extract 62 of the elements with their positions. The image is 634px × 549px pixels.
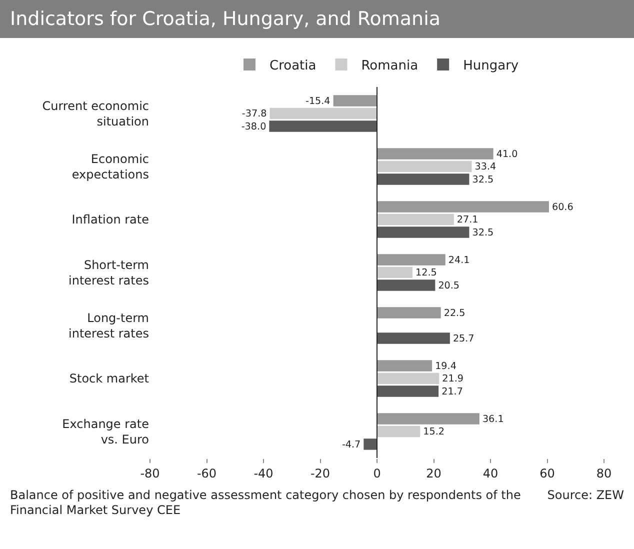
x-tick-label: -40 [254, 466, 274, 480]
bar [333, 95, 377, 106]
bar [377, 386, 439, 397]
x-tick-label: 80 [596, 466, 612, 480]
data-label: -4.7 [342, 439, 361, 450]
data-label: 36.1 [482, 414, 504, 425]
data-label: 41.0 [496, 148, 518, 160]
data-label: -37.8 [242, 108, 267, 120]
y-tick-label: Current economic situation [42, 98, 149, 128]
data-label: 20.5 [438, 280, 460, 292]
y-tick-label: Economic expectations [72, 152, 149, 182]
data-label: -15.4 [305, 96, 330, 107]
x-tick-label: -80 [140, 466, 160, 480]
y-tick-label: Short-term interest rates [68, 258, 149, 288]
bar [377, 160, 472, 172]
data-label: 22.5 [444, 308, 466, 319]
bar [377, 280, 436, 291]
legend-label: Hungary [463, 58, 519, 74]
data-label: 21.7 [442, 386, 463, 398]
data-label: 32.5 [472, 174, 494, 186]
data-label: 12.5 [415, 268, 437, 279]
bar [270, 108, 377, 120]
data-label: 60.6 [552, 202, 574, 213]
bar [377, 372, 440, 384]
legend-label: Romania [361, 58, 418, 74]
bar [377, 360, 432, 372]
bar [377, 426, 420, 438]
bar [377, 226, 470, 238]
x-tick-label: 20 [426, 466, 442, 480]
bar [377, 214, 454, 226]
data-label: 32.5 [472, 227, 494, 238]
data-label: 21.9 [442, 374, 464, 385]
bar [377, 413, 480, 424]
x-tick-label: 60 [540, 466, 555, 480]
bar [377, 254, 446, 266]
bar [377, 148, 494, 160]
x-tick-label: -60 [196, 466, 217, 480]
data-label: 19.4 [435, 360, 456, 372]
data-label: -38.0 [241, 121, 266, 132]
chart-title: Indicators for Croatia, Hungary, and Romania [0, 0, 634, 38]
legend-label: Croatia [270, 58, 316, 74]
data-label: 27.1 [456, 214, 478, 226]
x-tick-label: 40 [482, 466, 498, 480]
text: Balance of positive and negative assessment category chosen by respondents of the Financial Market Survey CEE [10, 488, 521, 517]
y-tick-label: Inflation rate [72, 212, 149, 227]
bar [377, 332, 450, 344]
bar [377, 266, 412, 278]
data-label: 24.1 [448, 254, 470, 266]
y-tick-label: Exchange rate vs. Euro [62, 416, 149, 446]
data-label: 25.7 [452, 333, 474, 344]
x-tick-label: -20 [310, 466, 330, 480]
bar [377, 201, 549, 212]
bar [377, 307, 441, 318]
bar [377, 174, 470, 185]
y-tick-label: Stock market [69, 372, 150, 386]
bar [269, 120, 377, 132]
data-label: 15.2 [423, 426, 445, 438]
y-tick-label: Long-term interest rates [68, 310, 149, 340]
data-label: 33.4 [474, 162, 496, 173]
bar [364, 438, 377, 450]
x-tick-label: 0 [373, 466, 381, 480]
source-note: Source: ZEW [547, 488, 624, 503]
